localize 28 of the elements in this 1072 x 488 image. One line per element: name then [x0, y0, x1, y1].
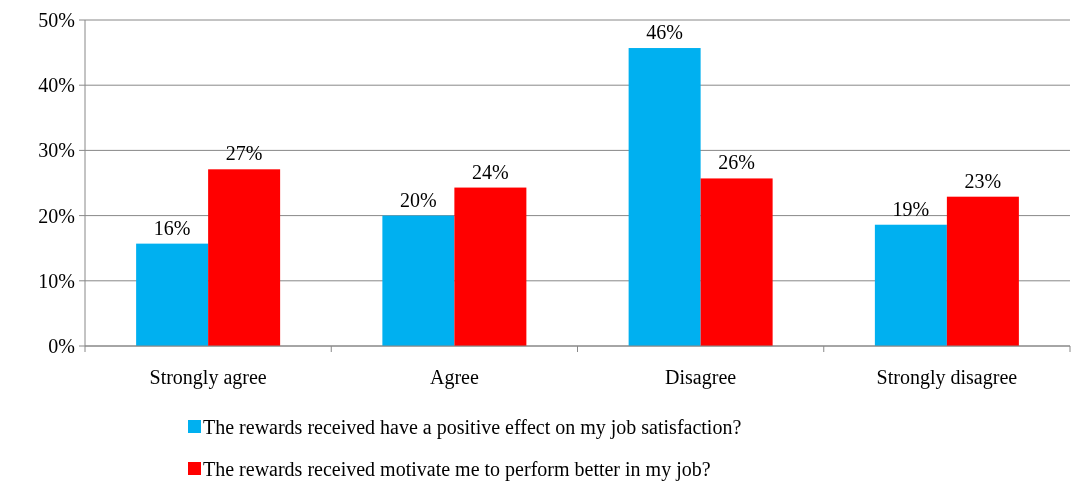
data-label: 27%	[225, 142, 263, 165]
x-tick-label: Agree	[429, 366, 479, 389]
bar	[874, 224, 947, 346]
x-tick-label: Strongly disagree	[876, 366, 1018, 389]
y-tick-label: 50%	[38, 9, 75, 31]
legend-label: The rewards received have a positive effect on my job satisfaction?	[203, 416, 742, 439]
bar	[946, 196, 1019, 346]
x-tick-label: Strongly agree	[149, 366, 267, 389]
bar	[454, 187, 527, 346]
data-label: 46%	[646, 21, 683, 44]
x-tick-label: Disagree	[665, 366, 737, 389]
bar	[382, 215, 455, 346]
data-label: 26%	[718, 151, 755, 174]
data-label: 20%	[400, 188, 437, 211]
y-tick-label: 20%	[38, 204, 75, 227]
data-label: 19%	[892, 197, 930, 220]
y-tick-label: 30%	[38, 139, 75, 162]
legend-label: The rewards received motivate me to perform better in my job?	[203, 458, 711, 481]
bar	[208, 169, 281, 346]
bar	[136, 243, 209, 346]
bar	[700, 178, 773, 346]
bar	[628, 48, 701, 346]
y-tick-label: 0%	[48, 335, 75, 357]
y-tick-label: 10%	[38, 269, 75, 292]
data-label: 23%	[964, 169, 1002, 192]
y-tick-label: 40%	[38, 74, 75, 97]
data-label: 24%	[472, 160, 509, 183]
data-label: 16%	[153, 216, 191, 239]
